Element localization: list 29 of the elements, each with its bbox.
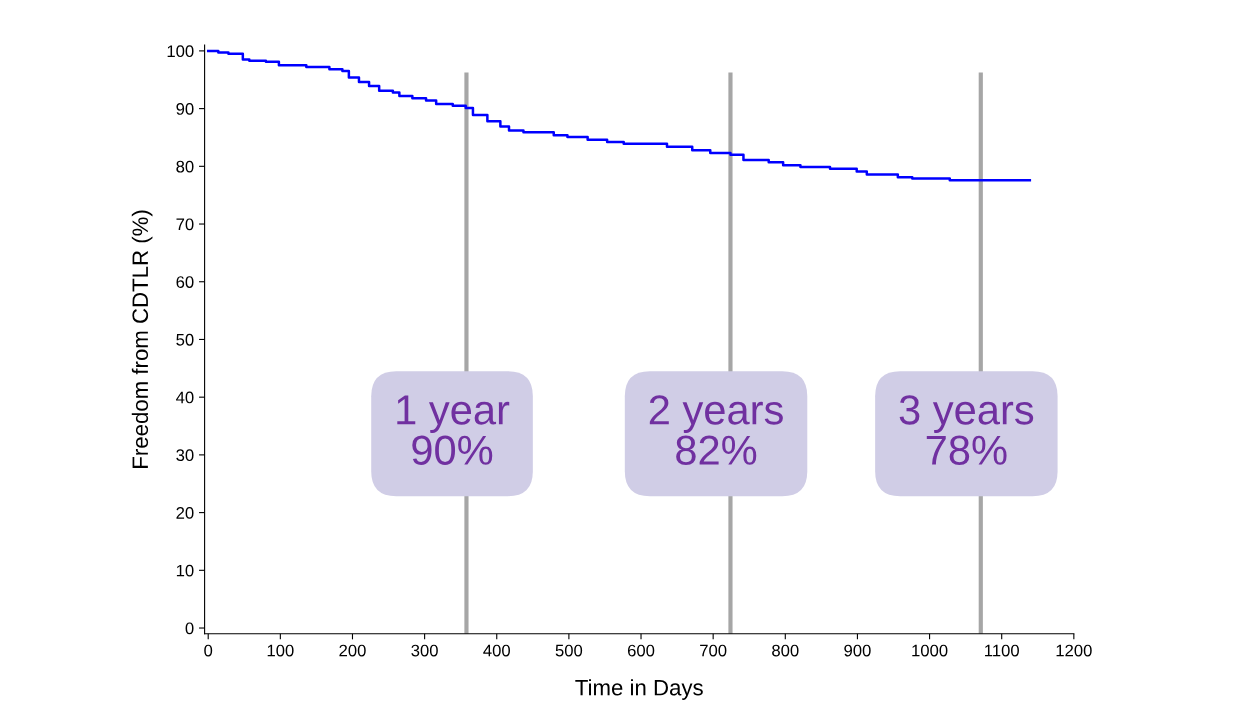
x-tick-label: 500: [555, 644, 583, 657]
x-tick-label: 800: [772, 644, 799, 657]
x-axis-title: Time in Days: [575, 679, 703, 700]
x-tick-label: 0: [204, 644, 213, 657]
x-tick-label: 700: [700, 644, 727, 657]
x-tick-label: 300: [411, 644, 438, 657]
x-tick-label: 1000: [912, 644, 948, 657]
y-tick-label: 30: [176, 449, 194, 462]
x-tick-label: 600: [627, 644, 655, 657]
y-tick-label: 70: [176, 218, 194, 231]
ref-line-label: 2 years 82%: [649, 395, 783, 466]
x-tick-label: 400: [483, 644, 510, 657]
y-tick-label: 10: [176, 564, 194, 577]
x-tick-label: 200: [339, 644, 366, 657]
y-tick-label: 90: [176, 103, 194, 115]
y-tick-label: 50: [176, 333, 194, 346]
y-tick-label: 60: [176, 276, 194, 288]
y-tick-label: 100: [167, 45, 194, 58]
x-tick-label: 1200: [1056, 644, 1092, 657]
y-tick-label: 20: [176, 507, 194, 519]
x-tick-label: 900: [844, 644, 871, 657]
y-tick-label: 0: [185, 622, 194, 635]
x-tick-label: 100: [267, 644, 294, 657]
y-tick-label: 40: [176, 391, 194, 404]
y-tick-label: 80: [176, 160, 194, 173]
x-tick-label: 1100: [985, 644, 1019, 657]
y-axis-title: Freedom from CDTLR (%): [131, 210, 153, 468]
ref-line-label: 1 year 90%: [397, 395, 510, 466]
ref-line-label: 3 years 78%: [899, 395, 1034, 466]
